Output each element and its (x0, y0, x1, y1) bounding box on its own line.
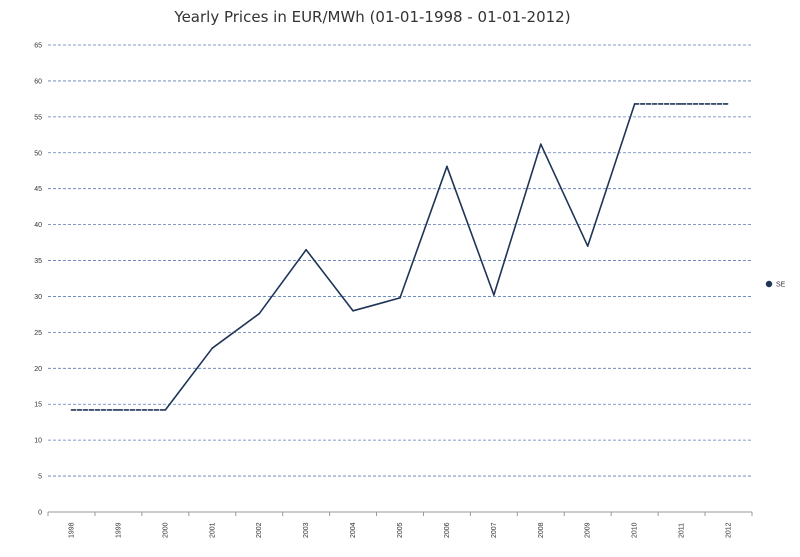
series-line-segment (446, 165, 495, 296)
x-tick-label: 2000 (162, 522, 169, 538)
legend: SE (765, 280, 786, 289)
series-line-segment (305, 248, 354, 312)
x-tick-label: 2004 (350, 522, 357, 538)
y-tick-label: 15 (34, 402, 42, 409)
x-tick-label: 2011 (679, 523, 686, 538)
x-tick-label: 2009 (585, 522, 592, 538)
y-tick-label: 50 (34, 150, 42, 157)
chart-title: Yearly Prices in EUR/MWh (01-01-1998 - 0… (174, 8, 571, 26)
x-tick-label: 2006 (444, 522, 451, 538)
y-tick-label: 30 (34, 294, 42, 301)
y-tick-label: 25 (34, 330, 42, 337)
y-tick-labels: 0 5 10 15 20 25 30 35 40 45 50 55 60 65 (34, 43, 42, 517)
x-tick-label: 2005 (397, 522, 404, 538)
series-line-segment (258, 248, 307, 315)
y-tick-label: 40 (34, 222, 42, 229)
gridlines (48, 44, 752, 477)
legend-marker (765, 280, 773, 288)
y-tick-label: 20 (34, 366, 42, 373)
y-tick-label: 10 (34, 438, 42, 445)
x-tick-label: 1999 (115, 522, 122, 538)
x-tick-label: 2012 (726, 522, 733, 538)
series-line-segment (164, 347, 214, 411)
x-tick-label: 2001 (209, 522, 216, 538)
y-tick-label: 5 (38, 474, 42, 481)
legend-label: SE (776, 282, 786, 289)
x-tick-label: 2010 (632, 522, 639, 538)
x-tick-label: 2002 (256, 522, 263, 538)
y-tick-label: 0 (38, 510, 42, 517)
series-line-segment (539, 143, 589, 247)
y-tick-label: 55 (34, 114, 42, 121)
x-tick-label: 1998 (68, 522, 75, 538)
y-tick-label: 35 (34, 258, 42, 265)
series-lines (70, 103, 730, 411)
y-tick-label: 45 (34, 186, 42, 193)
axes (47, 511, 753, 516)
series-line-segment (211, 312, 261, 349)
series-line-segment (586, 103, 636, 247)
x-tick-label: 2003 (303, 522, 310, 538)
y-tick-label: 60 (34, 78, 42, 85)
series-line-segment (399, 165, 448, 299)
x-tick-label: 2007 (491, 522, 498, 538)
series-line-segment (352, 297, 401, 312)
x-tick-labels: 1998 1999 2000 2001 2002 2003 2004 2005 2006 2007… (68, 522, 732, 538)
y-tick-label: 65 (34, 43, 42, 50)
series-line-segment (493, 143, 542, 296)
x-tick-label: 2008 (538, 522, 545, 538)
